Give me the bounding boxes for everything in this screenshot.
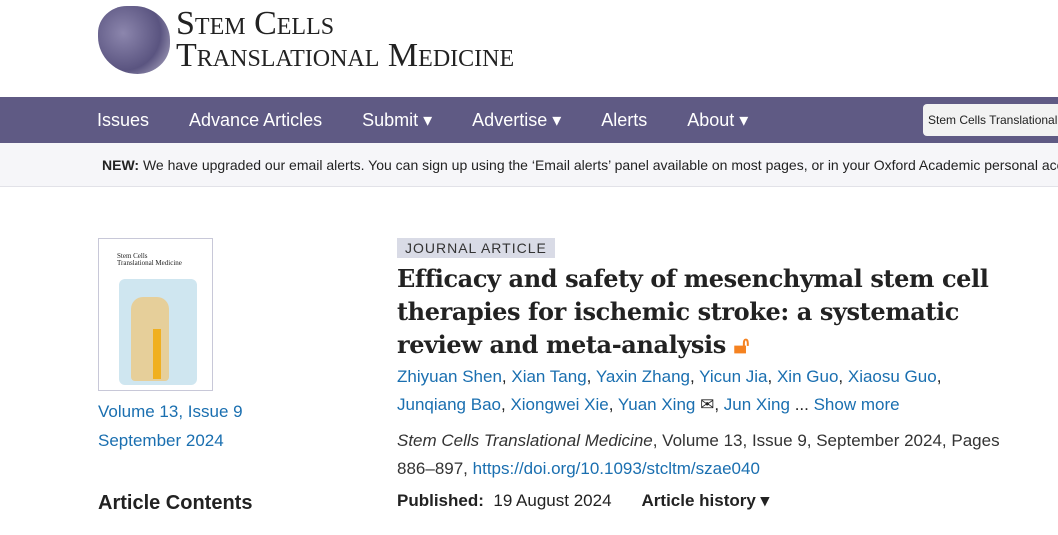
publication-info: Published: 19 August 2024 Article history… (397, 491, 1037, 511)
logo-line-1: Stem Cells (176, 5, 335, 42)
article-contents-heading: Article Contents (98, 492, 253, 514)
author-link[interactable]: Yicun Jia (699, 367, 768, 386)
notice-text: We have upgraded our email alerts. You c… (139, 157, 1058, 173)
nav-submit[interactable]: Submit ▾ (362, 109, 433, 130)
main-nav: Issues Advance Articles Submit ▾ Adverti… (0, 97, 1058, 143)
author-link[interactable]: Xin Guo (776, 367, 839, 386)
published-label: Published: (397, 491, 484, 510)
author-link[interactable]: Xiongwei Xie (510, 395, 609, 414)
nav-alerts[interactable]: Alerts (601, 109, 648, 130)
nav-advance-articles[interactable]: Advance Articles (189, 109, 323, 130)
citation-text: , Volume 13, Issue 9, September 2024, Pa… (397, 431, 1000, 478)
separator: , (767, 367, 777, 386)
author-link[interactable]: Junqiang Bao (397, 395, 501, 414)
site-header: Stem Cells Translational Medicine (0, 0, 1058, 97)
article-history-toggle[interactable]: Article history ▾ (641, 491, 770, 510)
author-link[interactable]: Yuan Xing (617, 395, 696, 414)
plate-image (153, 329, 161, 379)
bone-image (131, 297, 169, 381)
journal-logo[interactable]: Stem Cells Translational Medicine (98, 6, 514, 74)
issue-link[interactable]: Volume 13, Issue 9 (98, 402, 243, 421)
cover-title-1: Stem Cells (117, 252, 148, 260)
author-link[interactable]: Xiaosu Guo (847, 367, 937, 386)
separator: , (586, 367, 596, 386)
author-link[interactable]: Zhiyuan Shen (397, 367, 502, 386)
cover-illustration (119, 279, 197, 385)
citation: Stem Cells Translational Medicine, Volum… (397, 427, 1037, 483)
journal-name: Stem Cells Translational Medicine (397, 431, 653, 450)
ellipsis: ... (789, 395, 814, 414)
separator: , (500, 395, 511, 414)
author-link[interactable]: Yaxin Zhang (595, 367, 691, 386)
published-date: 19 August 2024 (493, 491, 612, 510)
separator: , (936, 367, 942, 386)
issue-cover[interactable]: Stem Cells Translational Medicine (98, 238, 213, 391)
doi-link[interactable]: https://doi.org/10.1093/stcltm/szae040 (472, 459, 760, 478)
cover-title-2: Translational Medicine (117, 259, 182, 267)
article-type-badge: JOURNAL ARTICLE (397, 238, 555, 258)
nav-issues[interactable]: Issues (97, 109, 150, 130)
cover-title: Stem Cells Translational Medicine (117, 253, 182, 267)
article-header: JOURNAL ARTICLE Efficacy and safety of m… (397, 238, 1037, 511)
author-list: Zhiyuan Shen, Xian Tang, Yaxin Zhang, Yi… (397, 363, 1037, 419)
notice-label: NEW: (102, 157, 140, 173)
author-link[interactable]: Xian Tang (511, 367, 587, 386)
email-icon[interactable]: ✉ (695, 395, 715, 414)
separator: , (501, 367, 512, 386)
search-scope-select[interactable]: Stem Cells Translational Medicine (923, 104, 1058, 136)
separator: , (690, 367, 700, 386)
article-title: Efficacy and safety of mesenchymal stem … (397, 262, 1037, 361)
open-access-icon: 🔓︎ (733, 330, 750, 359)
show-more-button[interactable]: Show more (813, 395, 900, 414)
logo-text: Stem Cells Translational Medicine (176, 5, 515, 74)
title-text: Efficacy and safety of mesenchymal stem … (397, 264, 989, 359)
logo-line-2: Translational Medicine (176, 37, 515, 74)
nav-advertise[interactable]: Advertise ▾ (472, 109, 562, 130)
author-link[interactable]: Jun Xing (723, 395, 790, 414)
separator: , (714, 395, 724, 414)
separator: , (608, 395, 618, 414)
notice-banner: NEW: We have upgraded our email alerts. … (0, 143, 1058, 187)
issue-date-link[interactable]: September 2024 (98, 431, 224, 450)
cell-cluster-logo-icon (98, 6, 170, 74)
separator: , (838, 367, 848, 386)
nav-about[interactable]: About ▾ (687, 109, 749, 130)
